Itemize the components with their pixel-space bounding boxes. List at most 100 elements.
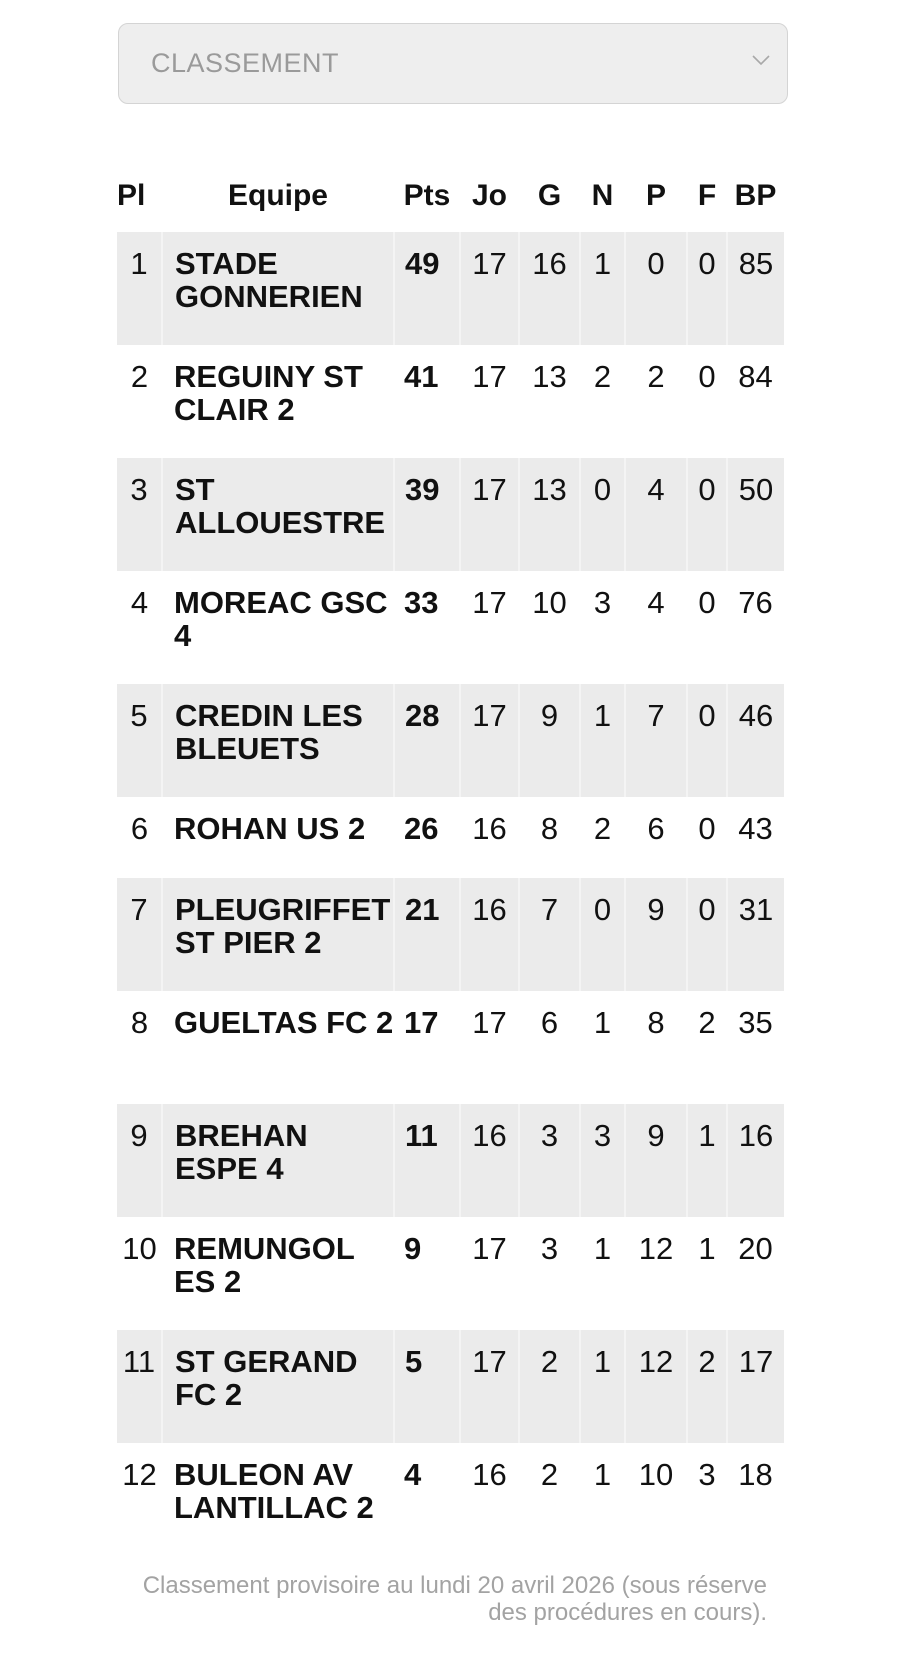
cell-bp: 16 — [727, 1104, 784, 1217]
cell-n: 1 — [580, 684, 626, 797]
cell-bp: 31 — [727, 878, 784, 991]
cell-team[interactable]: STADE GONNERIEN — [162, 232, 395, 345]
table-row: 9 BREHAN ESPE 4 11 16 3 3 9 1 16 — [117, 1104, 784, 1217]
cell-jo: 17 — [460, 684, 520, 797]
cell-pts: 11 — [394, 1104, 461, 1217]
header-equipe[interactable]: Equipe — [227, 179, 328, 212]
cell-f: 1 — [687, 1104, 728, 1217]
header-f[interactable]: F — [697, 179, 717, 212]
cell-bp: 43 — [738, 811, 773, 846]
header-g[interactable]: G — [537, 179, 562, 212]
standings-table: Pl Equipe Pts Jo G N P F BP 1 STADE GONNE… — [117, 160, 784, 1556]
cell-pts: 26 — [404, 811, 439, 846]
cell-g: 2 — [519, 1330, 581, 1443]
cell-p: 4 — [647, 585, 665, 620]
cell-bp: 76 — [738, 585, 773, 620]
cell-p: 0 — [625, 232, 688, 345]
cell-p: 6 — [647, 811, 665, 846]
cell-pl: 2 — [130, 359, 149, 394]
cell-f: 0 — [687, 684, 728, 797]
cell-g: 3 — [540, 1231, 559, 1266]
cell-bp: 17 — [727, 1330, 784, 1443]
cell-pl: 11 — [117, 1330, 163, 1443]
standings-footnote: Classement provisoire au lundi 20 avril … — [142, 1572, 767, 1626]
cell-pl: 9 — [117, 1104, 163, 1217]
cell-pts: 28 — [394, 684, 461, 797]
cell-team[interactable]: PLEUGRIFFET ST PIER 2 — [162, 878, 395, 991]
cell-team[interactable]: CREDIN LES BLEUETS — [162, 684, 395, 797]
cell-pl: 7 — [117, 878, 163, 991]
cell-g: 10 — [532, 585, 567, 620]
cell-n: 1 — [580, 232, 626, 345]
header-jo[interactable]: Jo — [471, 179, 507, 212]
cell-team[interactable]: BREHAN ESPE 4 — [162, 1104, 395, 1217]
cell-pl: 10 — [122, 1231, 157, 1266]
cell-n: 2 — [593, 359, 612, 394]
cell-pts: 21 — [394, 878, 461, 991]
cell-n: 1 — [593, 1005, 612, 1040]
table-row: 1 STADE GONNERIEN 49 17 16 1 0 0 85 — [117, 232, 784, 345]
table-row: 5 CREDIN LES BLEUETS 28 17 9 1 7 0 46 — [117, 684, 784, 797]
cell-g: 16 — [519, 232, 581, 345]
cell-jo: 17 — [472, 359, 507, 394]
ranking-select[interactable]: CLASSEMENT — [118, 23, 788, 104]
cell-pl: 8 — [130, 1005, 149, 1040]
cell-f: 3 — [698, 1457, 716, 1492]
cell-team[interactable]: ST ALLOUESTRE — [162, 458, 395, 571]
cell-n: 1 — [593, 1457, 612, 1492]
cell-bp: 84 — [738, 359, 773, 394]
header-pts[interactable]: Pts — [403, 179, 451, 212]
cell-g: 6 — [540, 1005, 559, 1040]
cell-f: 2 — [698, 1005, 716, 1040]
cell-n: 0 — [580, 458, 626, 571]
cell-jo: 17 — [460, 1330, 520, 1443]
ranking-select-value: CLASSEMENT — [151, 48, 340, 78]
table-header-row: Pl Equipe Pts Jo G N P F BP — [117, 160, 784, 232]
cell-team[interactable]: REGUINY ST CLAIR 2 — [174, 359, 363, 427]
table-row: 2 REGUINY ST CLAIR 2 41 17 13 2 2 0 84 — [117, 345, 784, 458]
cell-bp: 50 — [727, 458, 784, 571]
cell-bp: 35 — [738, 1005, 773, 1040]
table-row: 12 BULEON AV LANTILLAC 2 4 16 2 1 10 3 18 — [117, 1443, 784, 1556]
cell-pl: 5 — [117, 684, 163, 797]
cell-jo: 17 — [472, 1231, 507, 1266]
cell-p: 12 — [625, 1330, 688, 1443]
table-row: 6 ROHAN US 2 26 16 8 2 6 0 43 — [117, 797, 784, 878]
cell-team[interactable]: GUELTAS FC 2 — [174, 1005, 394, 1040]
cell-f: 0 — [698, 359, 716, 394]
cell-pts: 17 — [404, 1005, 439, 1040]
cell-pl: 3 — [117, 458, 163, 571]
cell-pts: 4 — [404, 1457, 422, 1492]
cell-jo: 17 — [472, 1005, 507, 1040]
cell-pts: 33 — [404, 585, 439, 620]
cell-team[interactable]: REMUNGOL ES 2 — [174, 1231, 355, 1299]
table-row: 7 PLEUGRIFFET ST PIER 2 21 16 7 0 9 0 31 — [117, 878, 784, 991]
header-pl[interactable]: Pl — [117, 179, 146, 212]
cell-g: 2 — [540, 1457, 559, 1492]
header-p[interactable]: P — [645, 179, 666, 212]
cell-pts: 39 — [394, 458, 461, 571]
header-n[interactable]: N — [591, 179, 614, 212]
cell-pts: 41 — [404, 359, 439, 394]
cell-jo: 16 — [472, 1457, 507, 1492]
cell-jo: 16 — [472, 811, 507, 846]
cell-n: 3 — [593, 585, 612, 620]
cell-pts: 9 — [404, 1231, 422, 1266]
cell-team[interactable]: ST GERAND FC 2 — [162, 1330, 395, 1443]
cell-p: 12 — [638, 1231, 674, 1266]
cell-team[interactable]: MOREAC GSC 4 — [174, 585, 388, 653]
header-bp[interactable]: BP — [734, 179, 777, 212]
cell-f: 0 — [698, 585, 716, 620]
cell-n: 0 — [580, 878, 626, 991]
table-row: 3 ST ALLOUESTRE 39 17 13 0 4 0 50 — [117, 458, 784, 571]
cell-team[interactable]: ROHAN US 2 — [174, 811, 366, 846]
cell-g: 8 — [540, 811, 559, 846]
cell-p: 7 — [625, 684, 688, 797]
cell-jo: 16 — [460, 1104, 520, 1217]
cell-g: 13 — [532, 359, 567, 394]
cell-team[interactable]: BULEON AV LANTILLAC 2 — [174, 1457, 374, 1525]
cell-bp: 85 — [727, 232, 784, 345]
cell-f: 0 — [698, 811, 716, 846]
cell-jo: 16 — [460, 878, 520, 991]
cell-jo: 17 — [472, 585, 507, 620]
